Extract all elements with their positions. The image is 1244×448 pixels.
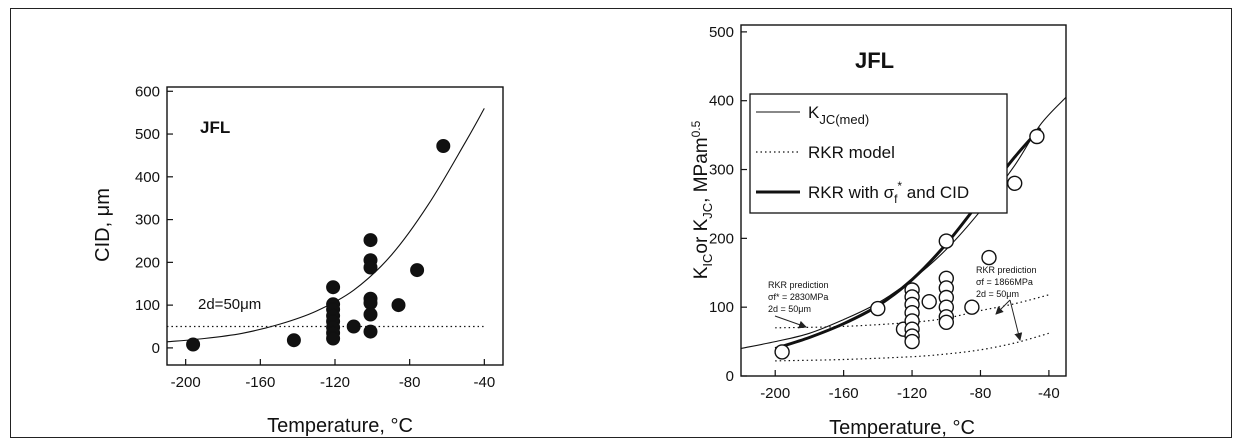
chart1-data-point [363, 324, 378, 339]
chart1-annotation: 2d=50μm [198, 296, 261, 313]
annotation-left-line-1: RKR prediction [768, 280, 829, 290]
chart2-data-point [774, 344, 790, 360]
chart1-label: JFL [200, 118, 230, 137]
chart1-data-point [326, 280, 341, 295]
chart2-label: JFL [855, 48, 894, 73]
chart2-ytick-label: 100 [709, 299, 734, 316]
chart1-data-point [346, 319, 361, 334]
chart1-xtick-label: -120 [320, 374, 350, 391]
annotation-left-line-3: 2d = 50μm [768, 304, 811, 314]
chart2-xtick-label: -160 [829, 385, 859, 402]
chart1-ytick-label: 200 [135, 254, 160, 271]
chart1-ylabel: CID, μm [92, 188, 114, 262]
chart2-ytick-label: 0 [726, 368, 734, 385]
chart1-data-point [326, 331, 341, 346]
chart2-data-point [1007, 175, 1023, 192]
chart1-ytick-label: 600 [135, 83, 160, 100]
chart1-xlabel: Temperature, °C [267, 415, 413, 437]
chart1-data-point [363, 260, 378, 275]
chart2-xlabel: Temperature, °C [829, 417, 975, 439]
chart2-ytick-label: 500 [709, 24, 734, 41]
chart2-legend: KJC(med) RKR model RKR with σf* and CID [749, 93, 1008, 214]
figure-frame [10, 8, 1232, 438]
chart2-data-point [1029, 128, 1045, 145]
chart1-xtick-label: -160 [245, 374, 275, 391]
chart1-data-point [410, 263, 425, 278]
annotation-left-line-2: σf* = 2830MPa [768, 292, 828, 302]
legend-label-rkr-model: RKR model [808, 143, 895, 162]
cid-chart: -200 -160 -120 -80 -40 0 100 200 300 400 500 600 J… [92, 83, 504, 437]
annotation-right-line-2: σf = 1866MPa [976, 277, 1033, 287]
chart1-data-point [436, 139, 451, 153]
legend-label-rkr-cid: RKR with σf* and CID [808, 179, 969, 206]
chart2-data-point [938, 314, 954, 330]
chart1-ytick-label: 100 [135, 297, 160, 314]
chart2-ytick-label: 300 [709, 162, 734, 179]
chart1-ytick-label: 400 [135, 169, 160, 186]
chart2-ylabel: KICor KJC, MPam0.5 [689, 120, 715, 279]
chart2-data-point [964, 299, 980, 315]
annotation-right-arrow [995, 299, 1011, 315]
annotation-right-line-1: RKR prediction [976, 265, 1037, 275]
annotation-left-arrow [774, 315, 807, 329]
chart1-xtick-label: -200 [171, 374, 201, 391]
chart1-ytick-label: 500 [135, 126, 160, 143]
chart2-ytick-label: 400 [709, 93, 734, 110]
chart2-xtick-label: -200 [760, 385, 790, 402]
chart2-curve-dotted-3 [775, 332, 1050, 362]
chart1-data-point [186, 337, 201, 352]
chart2-annotation-left: RKR prediction σf* = 2830MPa 2d = 50μm [768, 280, 829, 329]
chart2-data-point [870, 300, 886, 317]
legend-label-kjc: KJC(med) [808, 103, 869, 127]
chart2-xtick-label: -40 [1038, 385, 1060, 402]
chart2-data-point [938, 233, 954, 249]
chart2-data-point [904, 333, 920, 350]
annotation-right-arrow-2 [1009, 299, 1023, 341]
chart1-data-point [391, 298, 406, 313]
chart2-data-point [981, 249, 997, 266]
chart1-xtick-label: -80 [399, 374, 421, 391]
chart2-annotation-right: RKR prediction σf = 1866MPa 2d = 50μm [976, 265, 1037, 341]
chart1-data-point [286, 333, 301, 348]
chart1-xtick-label: -40 [473, 374, 495, 391]
chart1-data-point [363, 307, 378, 322]
chart1-data-point [363, 233, 378, 248]
chart2-xtick-label: -120 [897, 385, 927, 402]
chart2-data-point [921, 294, 937, 310]
chart1-ytick-label: 300 [135, 212, 160, 229]
annotation-right-line-3: 2d = 50μm [976, 289, 1019, 299]
chart1-ytick-label: 0 [152, 340, 160, 357]
chart2-ytick-label: 200 [709, 230, 734, 247]
plot-area-2 [740, 24, 1067, 377]
chart2-xtick-label: -80 [970, 385, 992, 402]
